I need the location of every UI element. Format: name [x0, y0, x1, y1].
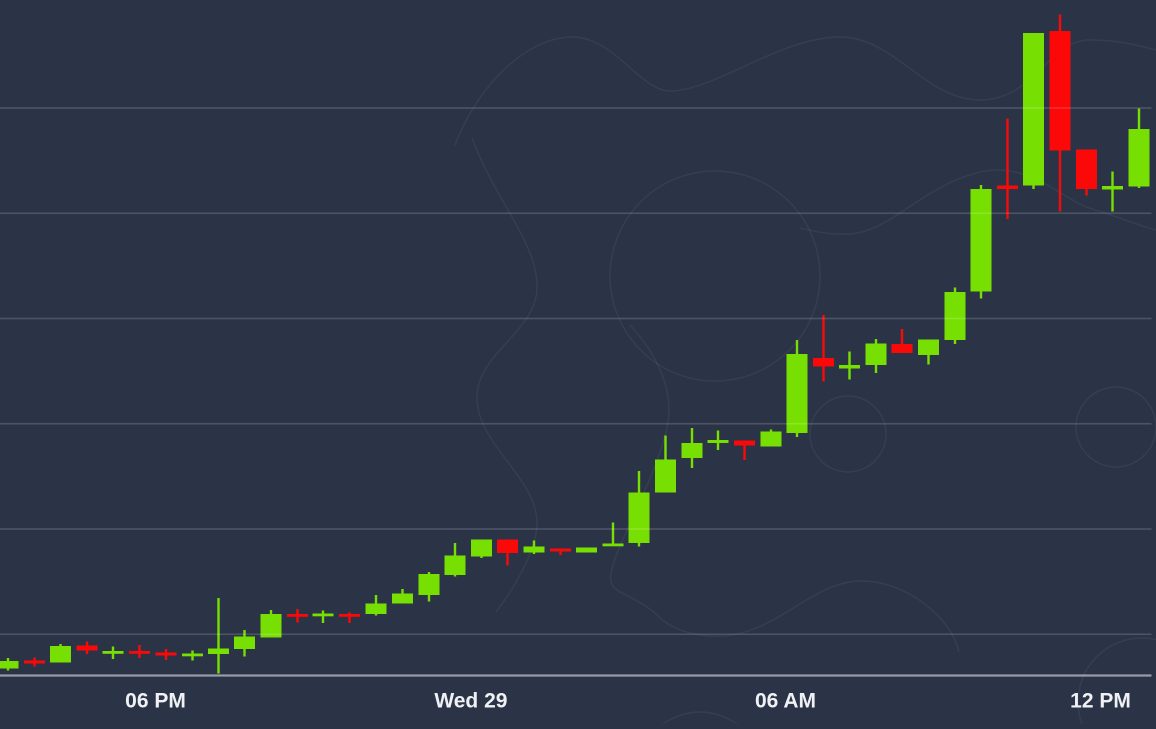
- svg-text:12 PM: 12 PM: [1070, 690, 1131, 713]
- svg-text:Wed 29: Wed 29: [434, 690, 507, 713]
- svg-text:06 PM: 06 PM: [125, 690, 186, 713]
- svg-text:06 AM: 06 AM: [755, 690, 816, 713]
